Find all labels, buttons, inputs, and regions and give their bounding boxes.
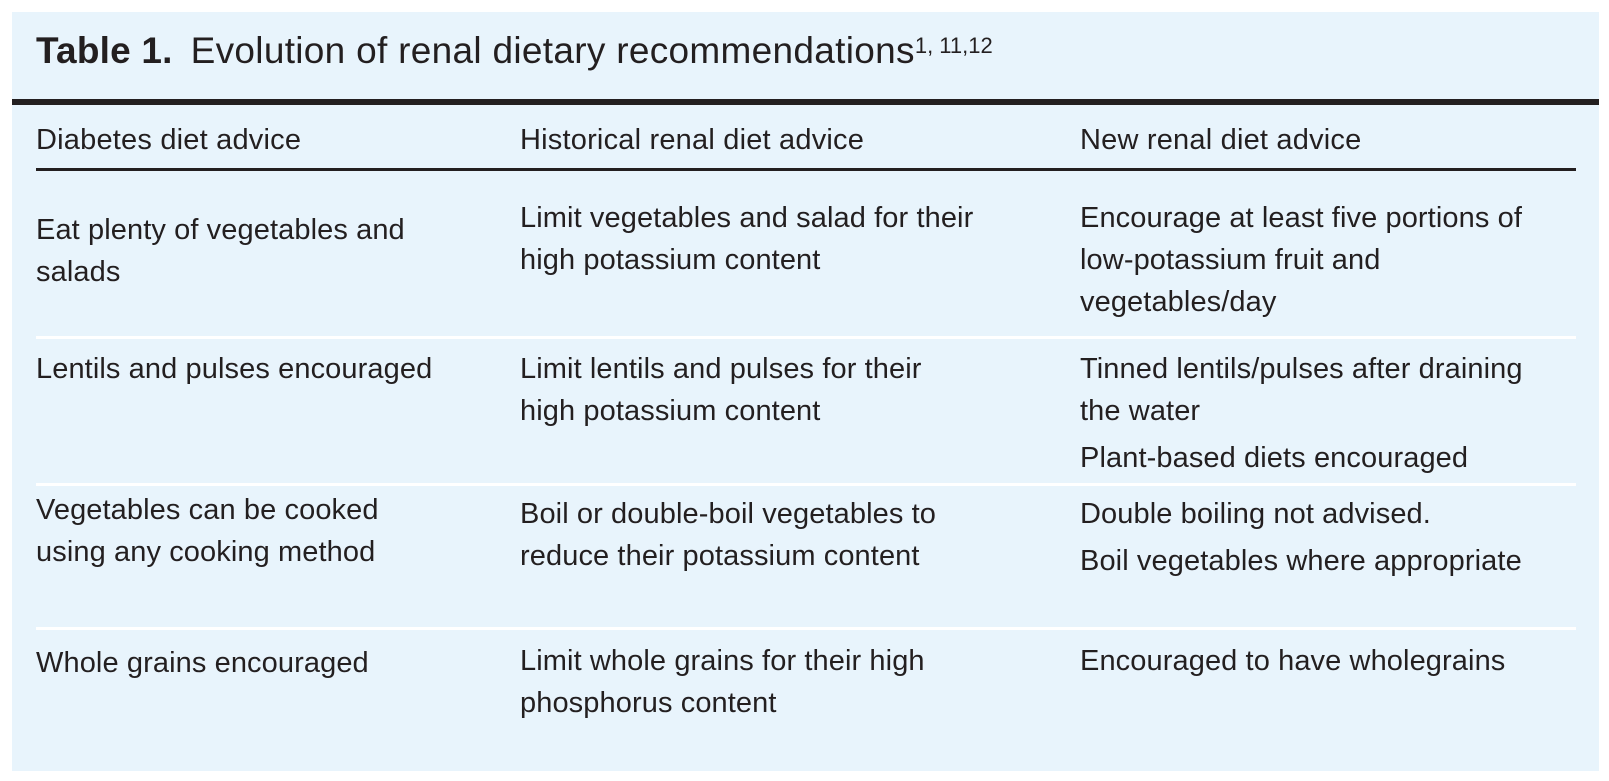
cell-historical: Limit lentils and pulses for their high … [520,353,922,427]
column-header-historical: Historical renal diet advice [520,124,865,156]
cell-new-line: Plant-based diets encouraged [1080,442,1469,474]
table-row: Eat plenty of vegetables and salads Limi… [36,170,1576,339]
cell-diabetes: Eat plenty of vegetables and salads [36,214,405,288]
cell-new: Encouraged to have wholegrains [1080,640,1580,682]
table-header-row: Diabetes diet advice Historical renal di… [36,124,1576,171]
cell-diabetes: Vegetables can be cooked using any cooki… [36,494,379,568]
table-references: 1, 11,12 [914,32,993,58]
cell-new: Double boiling not advised. Boil vegetab… [1080,493,1560,582]
table-caption: Table 1. Evolution of renal dietary recom… [36,30,993,80]
table-row: Vegetables can be cooked using any cooki… [36,486,1576,630]
column-header-diabetes: Diabetes diet advice [36,124,302,156]
cell-historical: Boil or double-boil vegetables to reduce… [520,498,937,572]
cell-historical: Limit vegetables and salad for their hig… [520,202,974,276]
cell-diabetes: Lentils and pulses encouraged [36,353,433,385]
title-divider [12,99,1599,105]
table-row: Lentils and pulses encouraged Limit lent… [36,339,1576,486]
cell-new-line: Boil vegetables where appropriate [1080,545,1522,577]
cell-historical: Limit whole grains for their high phosph… [520,645,925,719]
cell-new: Tinned lentils/pulses after draining the… [1080,348,1540,479]
table-row: Whole grains encouraged Limit whole grai… [36,630,1576,730]
cell-new-line: Encouraged to have wholegrains [1080,645,1506,677]
cell-new-line: Tinned lentils/pulses after draining the… [1080,353,1523,427]
table-title: Evolution of renal dietary recommendatio… [190,30,915,71]
column-header-new: New renal diet advice [1080,124,1362,156]
cell-new: Encourage at least five portions of low-… [1080,197,1560,323]
cell-diabetes: Whole grains encouraged [36,647,369,679]
table-panel [12,12,1599,771]
cell-new-line: Double boiling not advised. [1080,498,1431,530]
cell-new-line: Encourage at least five portions of low-… [1080,202,1522,318]
table-label: Table 1. [36,30,173,71]
